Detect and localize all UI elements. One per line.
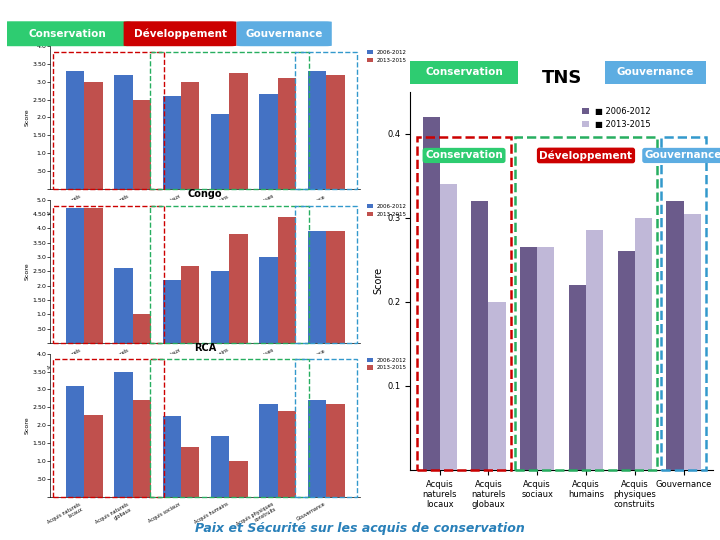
Text: Développement: Développement <box>539 150 632 161</box>
Bar <box>326 75 344 189</box>
Bar <box>163 416 181 497</box>
Bar <box>53 360 163 497</box>
Title: TNS: TNS <box>541 70 582 87</box>
Bar <box>295 206 357 343</box>
Bar <box>440 184 456 470</box>
Bar <box>307 231 326 343</box>
Bar <box>488 302 505 470</box>
Bar <box>114 268 132 343</box>
FancyBboxPatch shape <box>405 60 524 85</box>
Y-axis label: Score: Score <box>373 267 383 294</box>
FancyBboxPatch shape <box>236 21 332 46</box>
Text: Conservation: Conservation <box>426 151 503 160</box>
FancyBboxPatch shape <box>124 21 236 46</box>
Bar <box>150 360 309 497</box>
Bar <box>635 218 652 470</box>
Bar <box>211 436 230 497</box>
Text: Gouvernance: Gouvernance <box>645 151 720 160</box>
Bar <box>307 400 326 497</box>
Bar <box>278 411 296 497</box>
Bar <box>295 52 357 189</box>
Bar <box>662 137 706 470</box>
Bar <box>114 372 132 497</box>
Y-axis label: Score: Score <box>24 416 30 434</box>
Bar <box>53 206 163 343</box>
Bar <box>259 257 278 343</box>
Bar <box>163 280 181 343</box>
Bar <box>618 252 635 470</box>
Bar <box>472 201 488 470</box>
Bar <box>84 415 103 497</box>
Bar <box>230 234 248 343</box>
Text: Développement: Développement <box>134 29 227 39</box>
Bar <box>53 52 163 189</box>
Title: Congo: Congo <box>188 189 222 199</box>
Bar <box>211 114 230 189</box>
Text: Conservation: Conservation <box>28 29 106 39</box>
Legend: 2006-2012, 2013-2015: 2006-2012, 2013-2015 <box>366 49 408 64</box>
Bar <box>418 137 510 470</box>
Bar <box>230 461 248 497</box>
Bar <box>66 386 84 497</box>
Y-axis label: Score: Score <box>24 109 30 126</box>
Text: Paix et Sécurité sur les acquis de conservation: Paix et Sécurité sur les acquis de conse… <box>195 522 525 535</box>
Bar <box>326 404 344 497</box>
Bar <box>84 82 103 189</box>
Legend: ■ 2006-2012, ■ 2013-2015: ■ 2006-2012, ■ 2013-2015 <box>579 104 654 132</box>
Title: RCA: RCA <box>194 343 216 353</box>
Bar <box>181 82 199 189</box>
FancyBboxPatch shape <box>4 21 130 46</box>
Text: Conservation: Conservation <box>426 68 503 77</box>
Bar <box>667 201 683 470</box>
Bar <box>537 247 554 470</box>
Bar <box>307 71 326 189</box>
Bar <box>181 447 199 497</box>
Legend: 2006-2012, 2013-2015: 2006-2012, 2013-2015 <box>366 356 408 372</box>
Bar <box>295 360 357 497</box>
Bar <box>150 206 309 343</box>
Text: Gouvernance: Gouvernance <box>616 68 694 77</box>
Bar <box>84 208 103 343</box>
FancyBboxPatch shape <box>600 60 711 85</box>
Bar <box>66 71 84 189</box>
Bar <box>326 231 344 343</box>
Bar <box>132 400 151 497</box>
Bar <box>66 208 84 343</box>
Text: Gouvernance: Gouvernance <box>246 29 323 39</box>
Bar <box>586 231 603 470</box>
Bar <box>230 73 248 189</box>
Bar <box>278 217 296 343</box>
Bar <box>132 99 151 189</box>
Bar <box>114 75 132 189</box>
Y-axis label: Score: Score <box>24 262 30 280</box>
Bar <box>150 52 309 189</box>
Bar <box>211 271 230 343</box>
Bar <box>515 137 657 470</box>
Bar <box>423 117 440 470</box>
Bar <box>163 96 181 189</box>
Bar <box>259 404 278 497</box>
Legend: 2006-2012, 2013-2015: 2006-2012, 2013-2015 <box>366 202 408 218</box>
Bar <box>259 94 278 189</box>
Bar <box>520 247 537 470</box>
Bar <box>132 314 151 343</box>
Bar <box>683 214 701 470</box>
Bar <box>569 285 586 470</box>
Bar <box>181 266 199 343</box>
Bar <box>278 78 296 189</box>
